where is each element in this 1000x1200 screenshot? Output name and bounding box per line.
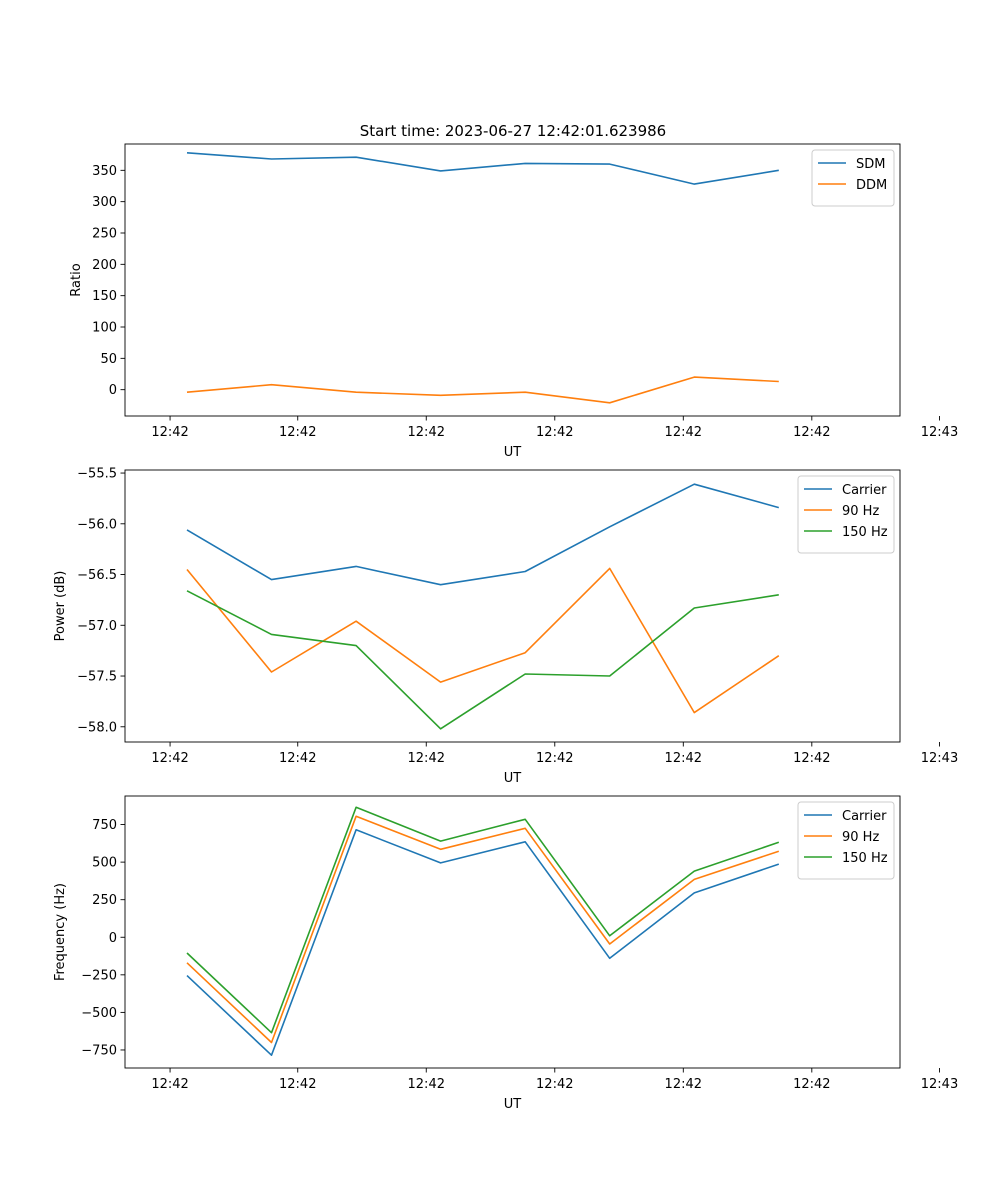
plot-area xyxy=(186,152,779,404)
y-tick-label: 750 xyxy=(92,818,117,833)
axes-frame xyxy=(124,795,901,1069)
plot-area xyxy=(186,483,780,730)
y-tick-label: 250 xyxy=(92,226,117,241)
x-tick-label: 12:42 xyxy=(665,1077,702,1092)
y-tick-label: −56.0 xyxy=(77,517,117,532)
axes-frame xyxy=(124,143,901,417)
series-line-ddm xyxy=(186,376,779,404)
x-tick-label: 12:42 xyxy=(536,425,573,440)
x-tick-label: 12:42 xyxy=(151,425,188,440)
y-axis-label: Ratio xyxy=(69,263,84,296)
y-tick-label: −250 xyxy=(81,968,117,983)
legend: SDM DDM xyxy=(811,149,895,207)
legend-label: 90 Hz xyxy=(842,830,879,845)
x-tick-label: 12:42 xyxy=(793,1077,830,1092)
axes-frame xyxy=(124,469,901,743)
series-line-90-hz xyxy=(186,567,780,714)
legend-label: Carrier xyxy=(842,483,887,498)
y-tick-label: −57.5 xyxy=(77,670,117,685)
panel-frequency: 12:42 12:42 12:42 12:42 12:42 12:42 12:43 −750 −… xyxy=(53,795,958,1112)
legend-label: DDM xyxy=(856,178,887,193)
x-tick-label: 12:42 xyxy=(665,425,702,440)
plot-area xyxy=(186,806,780,1056)
y-tick-label: 0 xyxy=(109,931,117,946)
legend-label: SDM xyxy=(856,157,885,172)
x-tick-label: 12:42 xyxy=(793,425,830,440)
y-axis-label: Frequency (Hz) xyxy=(53,883,68,981)
series-line-150-hz xyxy=(186,590,779,730)
legend-frame xyxy=(797,475,895,554)
figure-title: Start time: 2023-06-27 12:42:01.623986 xyxy=(360,122,666,140)
x-tick-label: 12:42 xyxy=(408,751,445,766)
legend: Carrier 90 Hz 150 Hz xyxy=(797,475,895,554)
x-tick-label: 12:42 xyxy=(793,751,830,766)
x-tick-label: 12:43 xyxy=(921,751,958,766)
series-line-150-hz xyxy=(186,806,780,1034)
y-tick-label: −58.0 xyxy=(77,720,117,735)
y-tick-label: −500 xyxy=(81,1006,117,1021)
legend: Carrier 90 Hz 150 Hz xyxy=(797,801,895,880)
legend-frame xyxy=(797,801,895,880)
x-tick-label: 12:42 xyxy=(536,751,573,766)
legend-frame xyxy=(811,149,895,207)
y-tick-label: −56.5 xyxy=(77,568,117,583)
x-tick-label: 12:42 xyxy=(151,1077,188,1092)
legend-label: 150 Hz xyxy=(842,525,888,540)
y-tick-label: 350 xyxy=(92,164,117,179)
y-tick-label: 150 xyxy=(92,289,117,304)
x-tick-label: 12:42 xyxy=(408,1077,445,1092)
x-tick-label: 12:42 xyxy=(279,425,316,440)
y-axis-label: Power (dB) xyxy=(53,571,68,642)
x-axis-label: UT xyxy=(504,445,522,460)
y-tick-label: 300 xyxy=(92,195,117,210)
x-tick-label: 12:43 xyxy=(921,1077,958,1092)
legend-label: 90 Hz xyxy=(842,504,879,519)
x-tick-label: 12:42 xyxy=(408,425,445,440)
x-tick-label: 12:42 xyxy=(665,751,702,766)
y-tick-label: 0 xyxy=(109,383,117,398)
legend-label: Carrier xyxy=(842,809,887,824)
series-line-carrier xyxy=(186,828,780,1056)
x-tick-label: 12:42 xyxy=(279,1077,316,1092)
panel-power: 12:42 12:42 12:42 12:42 12:42 12:42 12:43 −58.0… xyxy=(53,467,958,786)
y-tick-label: 100 xyxy=(92,321,117,336)
y-tick-label: 500 xyxy=(92,856,117,871)
series-line-90-hz xyxy=(186,815,780,1044)
legend-label: 150 Hz xyxy=(842,851,888,866)
y-tick-label: 50 xyxy=(100,352,117,367)
x-tick-label: 12:42 xyxy=(279,751,316,766)
y-tick-label: −750 xyxy=(81,1043,117,1058)
x-axis-label: UT xyxy=(504,1097,522,1112)
x-axis-label: UT xyxy=(504,771,522,786)
y-tick-label: −55.5 xyxy=(77,467,117,482)
y-tick-label: 250 xyxy=(92,893,117,908)
series-line-carrier xyxy=(186,483,780,586)
x-tick-label: 12:42 xyxy=(151,751,188,766)
x-tick-label: 12:42 xyxy=(536,1077,573,1092)
y-tick-label: 200 xyxy=(92,258,117,273)
panel-ratio: 12:42 12:42 12:42 12:42 12:42 12:42 12:43 0 50 10… xyxy=(69,143,958,460)
series-line-sdm xyxy=(186,152,779,185)
y-tick-label: −57.0 xyxy=(77,619,117,634)
x-tick-label: 12:43 xyxy=(921,425,958,440)
